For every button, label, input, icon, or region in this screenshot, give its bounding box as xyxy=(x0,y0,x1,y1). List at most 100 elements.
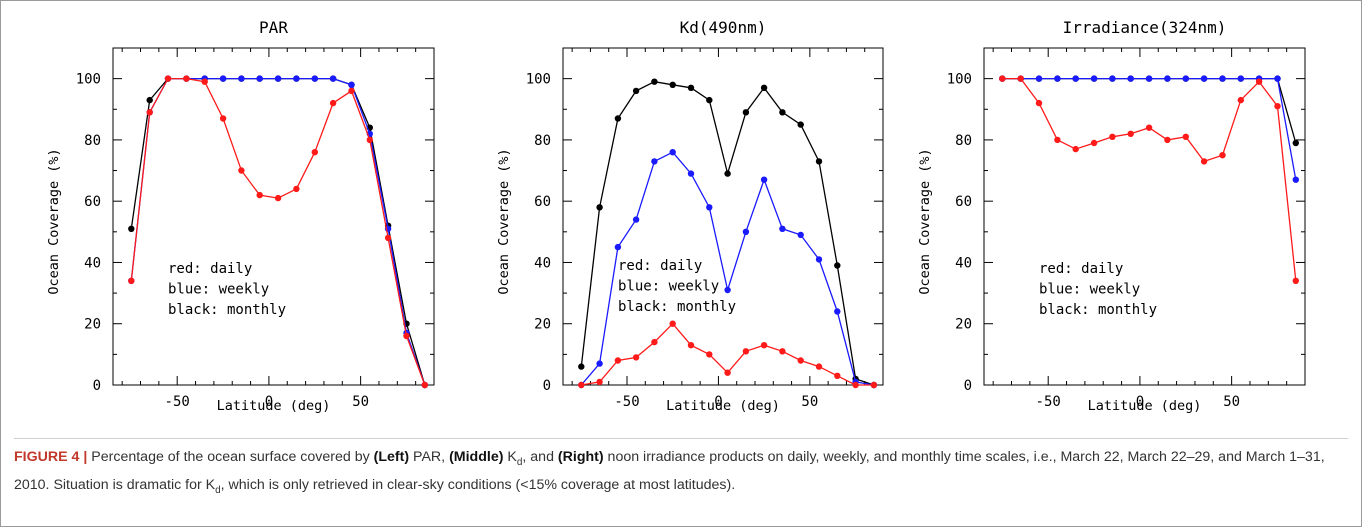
y-tick-label: 60 xyxy=(534,194,551,210)
data-point-weekly xyxy=(256,75,263,82)
x-tick-label: 50 xyxy=(1223,394,1240,410)
chart-title: Kd(490nm) xyxy=(680,18,767,37)
data-point-weekly xyxy=(687,170,695,177)
data-point-daily xyxy=(1090,139,1098,147)
data-point-daily xyxy=(238,167,245,174)
caption-text-6: , which is only retrieved in clear-sky c… xyxy=(220,476,736,493)
data-point-weekly xyxy=(669,149,676,156)
data-point-weekly xyxy=(1054,75,1061,82)
data-point-monthly xyxy=(815,158,823,165)
data-point-weekly xyxy=(706,204,713,211)
data-point-weekly xyxy=(1200,75,1208,82)
data-point-daily xyxy=(815,363,823,370)
series-line-monthly xyxy=(580,81,875,386)
data-point-monthly xyxy=(687,84,695,92)
data-point-daily xyxy=(384,234,392,242)
data-point-weekly xyxy=(1035,75,1043,82)
x-tick-label: -50 xyxy=(614,394,639,410)
caption-sub-2: d xyxy=(215,484,221,496)
data-point-daily xyxy=(311,149,318,156)
data-point-daily xyxy=(870,381,878,389)
panel-irradiance324: Irradiance(324nm) 0 20 40 60 80 100 -50 0 50 Latit… xyxy=(917,18,1306,414)
data-point-daily xyxy=(1164,136,1171,144)
data-point-monthly xyxy=(128,225,135,232)
data-point-weekly xyxy=(1182,75,1190,82)
data-point-weekly xyxy=(797,231,804,239)
data-point-weekly xyxy=(348,81,355,89)
data-point-daily xyxy=(1292,277,1300,284)
figure-caption: FIGURE 4 | Percentage of the ocean surfa… xyxy=(14,446,1350,502)
data-point-daily xyxy=(1109,133,1116,140)
data-point-daily xyxy=(797,357,804,364)
y-tick-label: 100 xyxy=(76,72,101,88)
caption-text-5: noon irradiance products on daily, weekl… xyxy=(14,449,1325,493)
data-point-monthly xyxy=(146,96,153,104)
data-point-daily xyxy=(687,342,695,349)
data-point-daily xyxy=(1200,158,1208,165)
data-point-monthly xyxy=(797,121,804,128)
annotation-blue: blue: weekly xyxy=(1039,282,1140,298)
y-tick-label: 100 xyxy=(947,72,972,88)
data-point-weekly xyxy=(815,256,823,263)
plot-frame xyxy=(983,47,1306,386)
caption-left: (Left) xyxy=(373,449,410,465)
data-point-daily xyxy=(578,381,585,389)
data-point-monthly xyxy=(596,204,603,211)
data-point-monthly xyxy=(834,262,841,269)
data-point-weekly xyxy=(1109,75,1116,82)
data-point-weekly xyxy=(1219,75,1226,82)
y-axis-label: Ocean Coverage (%) xyxy=(46,148,62,294)
data-point-daily xyxy=(1145,124,1153,131)
caption-text-2: PAR, xyxy=(409,449,450,465)
data-point-monthly xyxy=(614,115,622,122)
x-tick-label: 0 xyxy=(714,394,722,410)
data-point-daily xyxy=(1127,130,1134,137)
data-point-daily xyxy=(128,277,135,284)
data-point-daily xyxy=(596,378,603,386)
y-tick-label: 60 xyxy=(955,194,972,210)
y-tick-label: 40 xyxy=(84,255,101,271)
data-point-daily xyxy=(1017,75,1024,82)
x-tick-label: 50 xyxy=(352,394,369,410)
series-group xyxy=(128,75,428,389)
annotation-red: red: daily xyxy=(168,261,252,277)
y-tick-label: 20 xyxy=(534,317,551,333)
data-point-daily xyxy=(293,185,300,193)
caption-separator xyxy=(14,438,1348,439)
data-point-daily xyxy=(742,348,750,355)
data-point-daily xyxy=(834,372,841,379)
data-point-weekly xyxy=(1090,75,1098,82)
caption-text-1: Percentage of the ocean surface covered … xyxy=(87,449,374,465)
data-point-daily xyxy=(164,75,172,82)
plot-frame xyxy=(562,47,884,386)
data-point-monthly xyxy=(742,109,750,116)
caption-figure-label: FIGURE 4 | xyxy=(14,449,88,465)
data-point-daily xyxy=(724,369,731,376)
data-point-daily xyxy=(274,194,282,202)
chart-title: PAR xyxy=(259,18,288,37)
annotation-blue: blue: weekly xyxy=(618,279,719,295)
y-axis-label: Ocean Coverage (%) xyxy=(917,148,933,294)
x-tick-label: 0 xyxy=(1136,394,1144,410)
caption-middle: (Middle) xyxy=(449,449,504,465)
data-point-daily xyxy=(706,351,713,358)
chart-title: Irradiance(324nm) xyxy=(1063,18,1227,37)
series-group xyxy=(578,78,878,389)
data-point-weekly xyxy=(1145,75,1153,82)
data-point-daily xyxy=(669,320,676,327)
data-point-daily xyxy=(1274,103,1281,110)
data-point-daily xyxy=(1219,152,1226,159)
charts-svg: PAR 0 20 40 60 80 100 -50 0 50 Latitude (deg) Ocean… xyxy=(46,18,1306,414)
x-tick-label: 50 xyxy=(801,394,818,410)
data-point-daily xyxy=(146,109,153,116)
data-point-weekly xyxy=(834,308,841,315)
y-tick-label: 60 xyxy=(84,194,101,210)
annotation-red: red: daily xyxy=(1039,261,1123,277)
y-tick-label: 20 xyxy=(955,317,972,333)
y-tick-label: 100 xyxy=(526,72,551,88)
data-point-daily xyxy=(852,381,859,389)
data-point-weekly xyxy=(614,243,622,251)
data-point-weekly xyxy=(1127,75,1134,82)
panel-kd490: Kd(490nm) 0 20 40 60 80 100 -50 0 50 Latitude (deg… xyxy=(496,18,884,414)
x-tick-label: -50 xyxy=(165,394,190,410)
